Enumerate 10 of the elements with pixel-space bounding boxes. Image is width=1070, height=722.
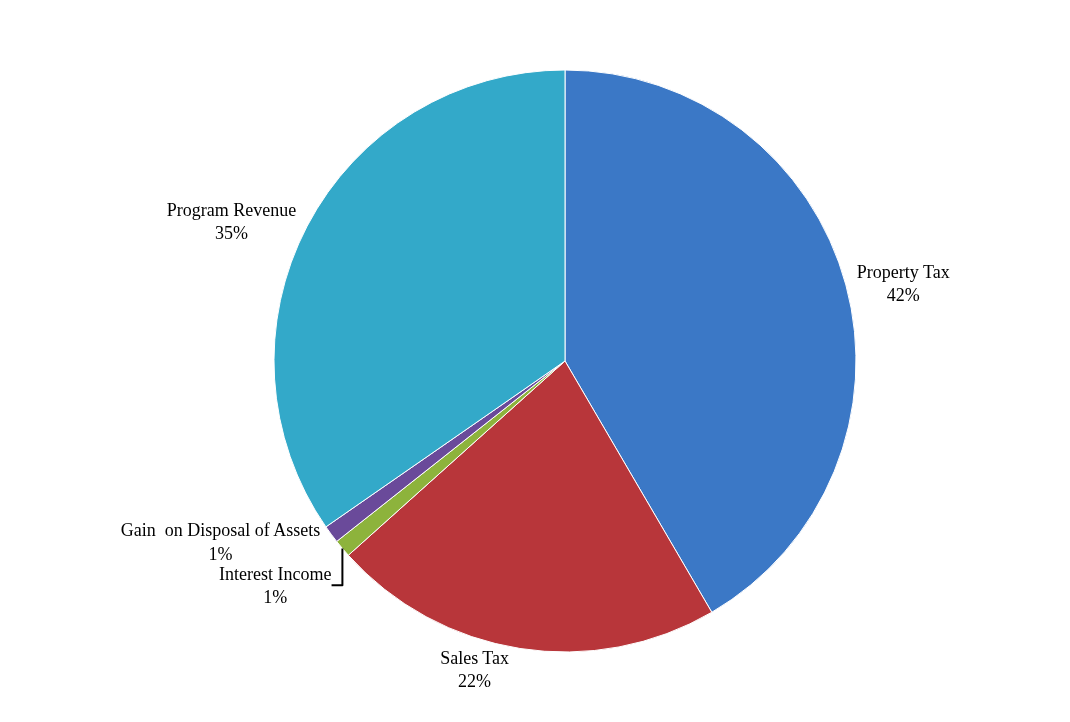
data-label: 35% <box>215 223 249 244</box>
data-label: 1% <box>208 543 233 564</box>
slice-label: Interest Income <box>219 563 332 584</box>
slice-label: Gain on Disposal of Assets <box>120 520 321 541</box>
slice-label: Program Revenue <box>166 199 297 220</box>
data-label: 42% <box>886 285 920 306</box>
data-label: 22% <box>458 671 492 692</box>
slice-label: Sales Tax <box>440 647 510 668</box>
data-label: 1% <box>263 587 288 608</box>
slice-label: Property Tax <box>856 261 950 282</box>
